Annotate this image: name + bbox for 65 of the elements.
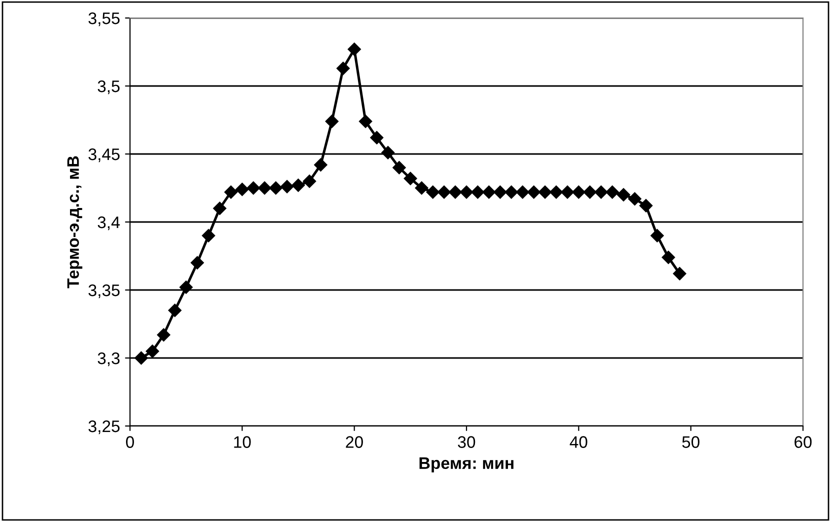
point bbox=[560, 185, 574, 199]
point bbox=[292, 178, 305, 192]
x-tick-label: 10 bbox=[234, 436, 251, 448]
point bbox=[426, 185, 440, 199]
point bbox=[179, 280, 193, 294]
point bbox=[202, 229, 216, 242]
x-tick-label: 40 bbox=[570, 436, 588, 448]
point bbox=[650, 229, 664, 242]
point bbox=[392, 161, 406, 174]
point bbox=[336, 62, 350, 75]
y-tick-label: 3,55 bbox=[88, 12, 120, 26]
point bbox=[460, 185, 474, 199]
point bbox=[280, 180, 294, 194]
x-axis-title: Время: мин bbox=[420, 457, 514, 472]
x-tick-label: 0 bbox=[126, 436, 134, 448]
y-tick-label: 3,3 bbox=[98, 352, 120, 366]
point bbox=[358, 114, 372, 128]
point bbox=[550, 185, 563, 199]
point bbox=[190, 256, 204, 270]
point bbox=[594, 185, 608, 199]
point bbox=[437, 185, 451, 199]
point bbox=[415, 181, 428, 195]
point bbox=[662, 250, 675, 264]
y-tick-label: 3,25 bbox=[88, 420, 120, 434]
point bbox=[381, 146, 395, 160]
point bbox=[246, 181, 260, 195]
point bbox=[302, 174, 316, 188]
point bbox=[157, 328, 170, 342]
x-tick-label: 30 bbox=[458, 436, 476, 448]
point bbox=[448, 185, 462, 199]
point bbox=[527, 185, 540, 199]
point bbox=[370, 131, 384, 144]
point bbox=[348, 42, 361, 56]
point bbox=[482, 185, 496, 199]
x-tick-label: 20 bbox=[346, 436, 363, 448]
point bbox=[146, 344, 160, 358]
point bbox=[236, 182, 249, 196]
point bbox=[572, 185, 586, 199]
point bbox=[673, 267, 686, 280]
point bbox=[404, 172, 418, 186]
point bbox=[258, 181, 272, 195]
point bbox=[538, 185, 552, 199]
point bbox=[504, 185, 518, 199]
point bbox=[606, 185, 619, 199]
point bbox=[325, 114, 338, 128]
point bbox=[224, 185, 238, 199]
point bbox=[616, 188, 630, 202]
point bbox=[213, 202, 226, 215]
y-tick-label: 3,4 bbox=[98, 216, 120, 230]
x-tick-label: 60 bbox=[794, 436, 812, 448]
point bbox=[639, 199, 653, 212]
point bbox=[471, 185, 484, 199]
y-axis-title: Термо-э.д.с., мВ bbox=[67, 156, 82, 288]
point bbox=[516, 185, 530, 199]
x-tick-label: 50 bbox=[682, 436, 700, 448]
point bbox=[494, 185, 507, 199]
point bbox=[134, 351, 148, 365]
point bbox=[583, 185, 596, 199]
point bbox=[314, 158, 328, 172]
point bbox=[628, 192, 642, 206]
y-tick-label: 3,45 bbox=[88, 148, 120, 162]
point bbox=[168, 304, 182, 317]
y-tick-label: 3,35 bbox=[88, 284, 120, 298]
point bbox=[269, 181, 282, 195]
y-tick-label: 3,5 bbox=[98, 80, 120, 94]
